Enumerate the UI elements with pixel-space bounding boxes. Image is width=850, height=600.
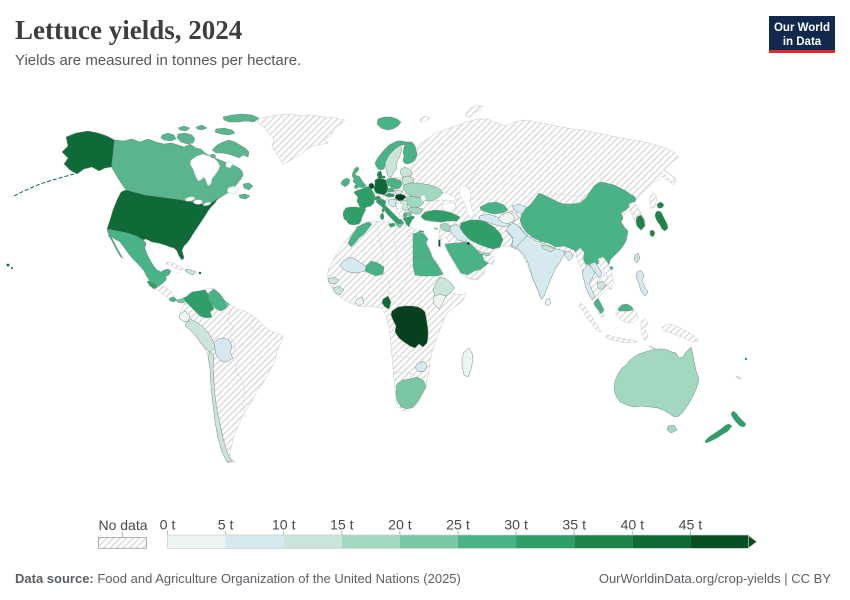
svg-text:35 t: 35 t <box>562 518 586 534</box>
svg-text:20 t: 20 t <box>388 518 412 534</box>
svg-text:15 t: 15 t <box>330 518 354 534</box>
svg-text:30 t: 30 t <box>504 518 528 534</box>
svg-text:0 t: 0 t <box>160 518 176 534</box>
svg-text:45 t: 45 t <box>679 518 703 534</box>
svg-text:10 t: 10 t <box>272 518 296 534</box>
svg-text:5 t: 5 t <box>218 518 234 534</box>
svg-text:40 t: 40 t <box>620 518 644 534</box>
svg-text:25 t: 25 t <box>446 518 470 534</box>
